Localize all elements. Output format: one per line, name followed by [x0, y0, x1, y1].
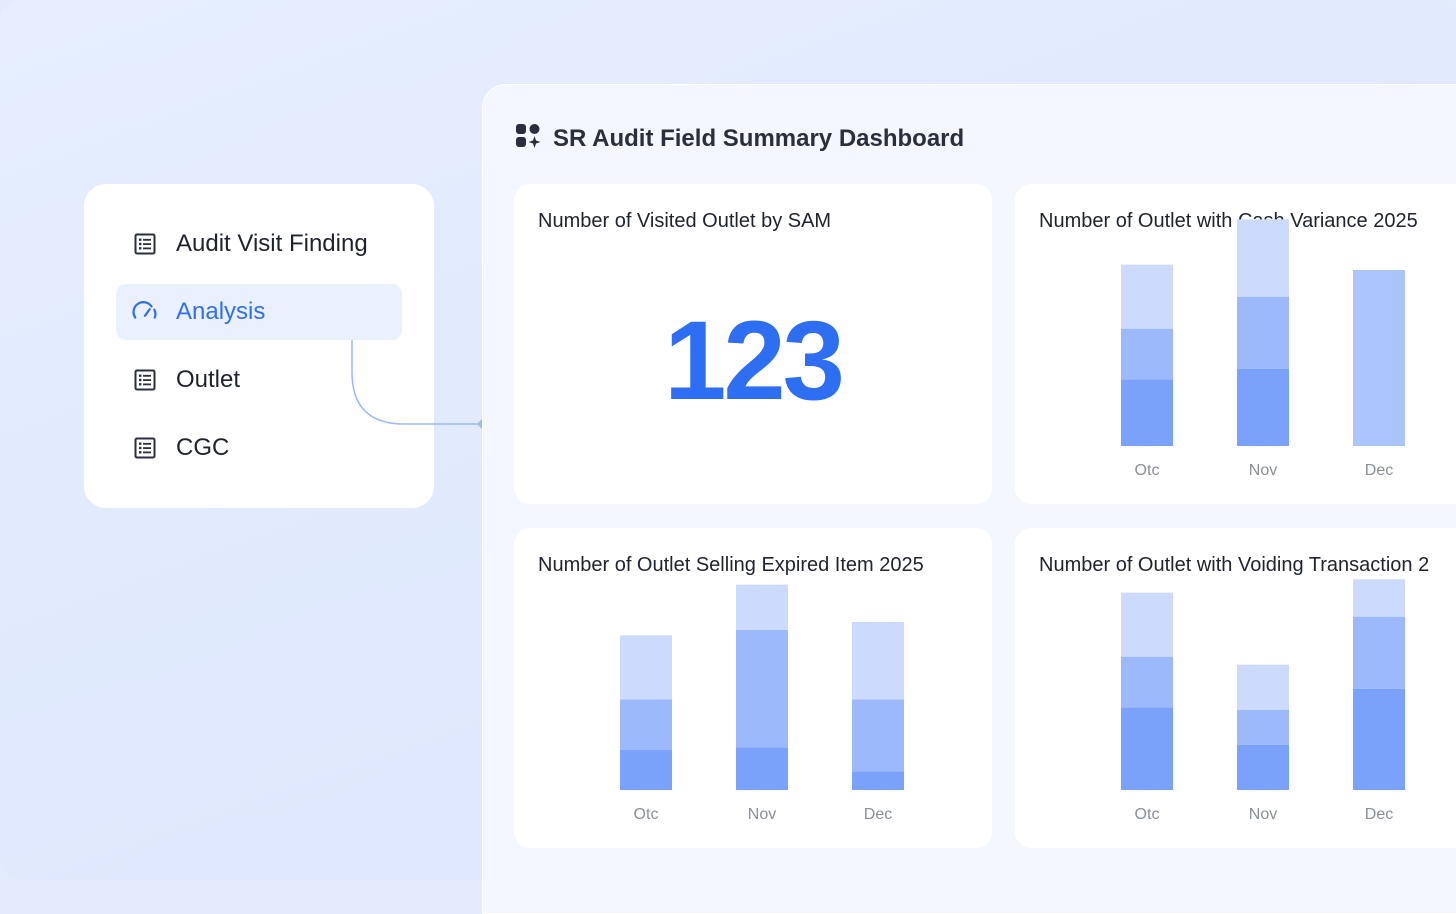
sidebar-item-outlet[interactable]: Outlet: [116, 352, 402, 408]
bar-otc-segment-0: [1121, 707, 1173, 790]
voiding-transaction-chart: Otc Nov Dec: [1121, 579, 1405, 823]
sidebar-item-audit-visit-finding[interactable]: Audit Visit Finding: [116, 216, 402, 272]
bar-otc-segment-0: [1121, 379, 1173, 446]
bar-nov-segment-2: [1237, 219, 1289, 297]
bar-nov-segment-1: [1237, 296, 1289, 369]
bar-otc-segment-2: [1121, 264, 1173, 329]
x-tick-label: Nov: [1249, 462, 1277, 479]
card-title: Number of Visited Outlet by SAM: [538, 210, 832, 232]
bar-otc-segment-2: [1121, 592, 1173, 657]
visited-outlet-card: Number of Visited Outlet by SAM 123: [514, 184, 992, 504]
bar-otc-segment-1: [620, 699, 672, 750]
sidebar-item-label: Audit Visit Finding: [176, 230, 368, 257]
expired-item-card: Number of Outlet Selling Expired Item 20…: [514, 528, 992, 848]
sidebar-item-label: Analysis: [176, 298, 266, 325]
bar-nov-segment-0: [1237, 744, 1289, 790]
dashboard-header: SR Audit Field Summary Dashboard: [515, 123, 964, 154]
bar-otc-segment-1: [1121, 656, 1173, 708]
bar-otc-segment-1: [1121, 328, 1173, 380]
bar-nov-segment-1: [736, 630, 788, 748]
x-tick-label: Dec: [1365, 462, 1393, 479]
bar-nov-segment-2: [736, 584, 788, 630]
sidebar: Audit Visit Finding Analysis Outlet CGC: [84, 184, 434, 508]
bar-otc-segment-0: [620, 750, 672, 790]
gauge-icon: [132, 299, 158, 325]
bar-dec-segment-2: [852, 622, 904, 700]
x-tick-label: Otc: [634, 806, 659, 823]
bar-nov-segment-2: [1237, 664, 1289, 710]
x-tick-label: Otc: [1135, 806, 1160, 823]
dashboard-grid-icon: [515, 123, 541, 154]
bar-nov-segment-0: [736, 747, 788, 790]
bar-dec-segment-3: [1353, 270, 1405, 446]
x-tick-label: Nov: [1249, 806, 1277, 823]
dashboard-panel: SR Audit Field Summary Dashboard Number …: [482, 84, 1456, 914]
list-icon: [132, 231, 158, 257]
list-icon: [132, 367, 158, 393]
sidebar-item-cgc[interactable]: CGC: [116, 420, 402, 476]
cash-variance-card: Number of Outlet with Cash Variance 2025…: [1015, 184, 1456, 504]
expired-item-chart: Otc Nov Dec: [620, 584, 904, 823]
sidebar-item-analysis[interactable]: Analysis: [116, 284, 402, 340]
sidebar-item-label: Outlet: [176, 366, 241, 393]
x-tick-label: Otc: [1135, 462, 1160, 479]
bar-nov-segment-0: [1237, 368, 1289, 446]
x-tick-label: Dec: [864, 806, 892, 823]
cash-variance-chart: Otc Nov Dec: [1121, 219, 1405, 479]
sidebar-item-label: CGC: [176, 434, 230, 461]
card-title: Number of Outlet Selling Expired Item 20…: [538, 554, 924, 576]
bar-nov-segment-1: [1237, 710, 1289, 745]
visited-outlet-count: 123: [664, 298, 845, 423]
bar-dec-segment-2: [1353, 579, 1405, 617]
card-title: Number of Outlet with Voiding Transactio…: [1039, 554, 1430, 576]
x-tick-label: Dec: [1365, 806, 1393, 823]
bar-dec-segment-0: [852, 771, 904, 790]
card-title: Number of Outlet with Cash Variance 2025: [1039, 210, 1418, 232]
bar-otc-segment-2: [620, 635, 672, 700]
x-tick-label: Nov: [748, 806, 776, 823]
bar-dec-segment-0: [1353, 688, 1405, 790]
page-title: SR Audit Field Summary Dashboard: [553, 124, 965, 152]
voiding-transaction-card: Number of Outlet with Voiding Transactio…: [1015, 528, 1456, 848]
bar-dec-segment-1: [1353, 616, 1405, 689]
bar-dec-segment-1: [852, 699, 904, 772]
list-icon: [132, 435, 158, 461]
